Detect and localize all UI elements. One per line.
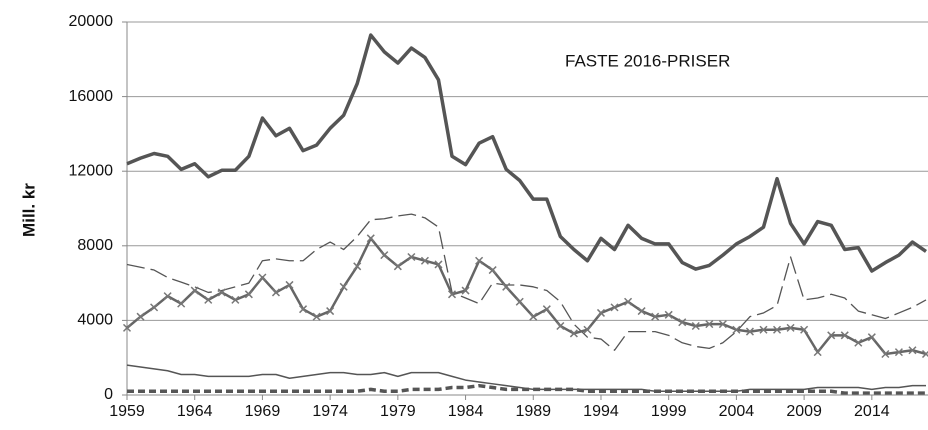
marker bbox=[745, 327, 754, 336]
marker bbox=[353, 262, 362, 271]
marker bbox=[529, 312, 538, 321]
marker bbox=[366, 234, 375, 243]
marker bbox=[244, 290, 253, 299]
series-line bbox=[126, 213, 927, 351]
x-tick-label: 1969 bbox=[245, 403, 281, 420]
x-tick-label: 1959 bbox=[109, 403, 145, 420]
marker bbox=[447, 290, 457, 299]
marker bbox=[258, 273, 267, 282]
marker bbox=[420, 256, 429, 265]
marker bbox=[502, 282, 511, 291]
x-tick-label: 1979 bbox=[380, 403, 416, 420]
marker bbox=[475, 256, 484, 265]
marker bbox=[150, 303, 159, 312]
series-line bbox=[127, 383, 926, 395]
marker bbox=[393, 262, 402, 271]
marker bbox=[339, 282, 348, 291]
marker bbox=[637, 307, 646, 316]
marker bbox=[122, 323, 132, 332]
marker bbox=[542, 305, 551, 314]
marker bbox=[312, 312, 321, 321]
marker bbox=[800, 325, 809, 334]
marker bbox=[921, 349, 928, 359]
x-tick-label: 1984 bbox=[448, 403, 484, 420]
x-tick-label: 2014 bbox=[854, 403, 890, 420]
marker bbox=[204, 295, 213, 304]
marker bbox=[380, 251, 389, 260]
x-tick-label: 1989 bbox=[515, 403, 551, 420]
marker bbox=[163, 292, 172, 301]
marker bbox=[759, 325, 768, 334]
marker bbox=[881, 349, 890, 359]
marker bbox=[136, 312, 145, 321]
series-line bbox=[126, 33, 927, 273]
marker bbox=[556, 321, 565, 331]
marker bbox=[691, 321, 700, 331]
y-tick-label: 4000 bbox=[77, 312, 113, 329]
marker bbox=[190, 286, 199, 295]
marker bbox=[664, 310, 673, 319]
marker bbox=[678, 318, 687, 327]
y-axis-label: Mill. kr bbox=[19, 183, 38, 237]
marker bbox=[583, 325, 592, 334]
marker bbox=[827, 331, 836, 340]
annotation: FASTE 2016-PRISER bbox=[565, 51, 730, 70]
marker bbox=[596, 308, 606, 317]
marker bbox=[461, 286, 470, 295]
marker bbox=[515, 297, 524, 306]
y-tick-label: 12000 bbox=[69, 162, 114, 179]
series-line bbox=[126, 364, 926, 393]
marker bbox=[217, 288, 226, 297]
marker bbox=[773, 325, 782, 334]
marker bbox=[271, 288, 280, 297]
x-tick-label: 2009 bbox=[786, 403, 822, 420]
y-tick-label: 8000 bbox=[77, 237, 113, 254]
marker bbox=[651, 312, 660, 321]
marker bbox=[488, 266, 497, 275]
x-tick-label: 1999 bbox=[651, 403, 687, 420]
marker bbox=[705, 320, 714, 329]
marker bbox=[299, 305, 308, 314]
marker bbox=[407, 252, 416, 262]
marker bbox=[434, 260, 443, 269]
marker bbox=[894, 348, 903, 357]
marker bbox=[840, 331, 849, 340]
x-tick-label: 1994 bbox=[583, 403, 619, 420]
x-tick-label: 2004 bbox=[719, 403, 755, 420]
x-tick-label: 1974 bbox=[312, 403, 348, 420]
marker bbox=[786, 323, 795, 332]
marker bbox=[285, 280, 294, 289]
x-tick-label: 1964 bbox=[177, 403, 213, 420]
marker bbox=[908, 346, 917, 355]
marker bbox=[854, 338, 863, 347]
marker bbox=[177, 299, 186, 308]
marker bbox=[610, 303, 619, 312]
marker bbox=[231, 295, 240, 304]
marker bbox=[326, 307, 335, 316]
marker bbox=[867, 333, 876, 342]
y-tick-label: 20000 bbox=[69, 13, 114, 30]
y-tick-label: 0 bbox=[104, 386, 113, 403]
marker bbox=[732, 325, 741, 334]
marker bbox=[813, 348, 822, 357]
y-tick-label: 16000 bbox=[69, 88, 114, 105]
marker bbox=[624, 297, 633, 306]
marker bbox=[569, 329, 578, 338]
marker bbox=[718, 320, 727, 329]
